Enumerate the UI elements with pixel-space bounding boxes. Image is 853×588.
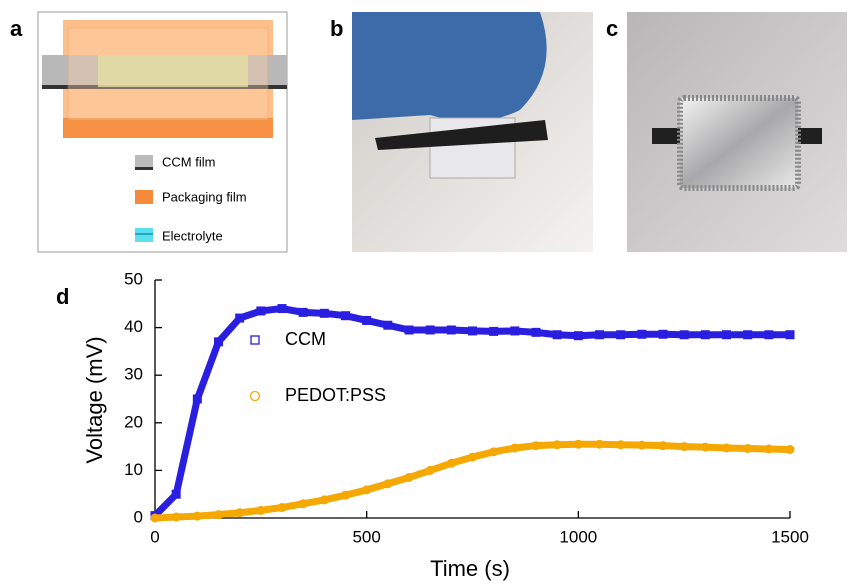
point <box>447 459 455 467</box>
series-line <box>155 309 790 516</box>
point <box>236 314 244 322</box>
panel-label: b <box>330 16 343 41</box>
y-tick-label: 30 <box>124 365 143 384</box>
point <box>215 511 223 519</box>
y-tick-label: 10 <box>124 460 143 479</box>
x-axis-title: Time (s) <box>430 556 510 581</box>
point <box>299 500 307 508</box>
point <box>193 512 201 520</box>
panel-label: c <box>606 16 618 41</box>
point <box>320 309 328 317</box>
point <box>511 327 519 335</box>
point <box>574 440 582 448</box>
legend-label: CCM <box>285 329 326 349</box>
point <box>215 338 223 346</box>
point <box>490 448 498 456</box>
point <box>384 480 392 488</box>
point <box>786 445 794 453</box>
x-tick-label: 500 <box>352 527 380 546</box>
point <box>384 321 392 329</box>
point <box>786 331 794 339</box>
point <box>257 307 265 315</box>
point <box>596 331 604 339</box>
point <box>680 443 688 451</box>
point <box>490 327 498 335</box>
point <box>617 441 625 449</box>
point <box>151 514 159 522</box>
point <box>723 444 731 452</box>
point <box>659 442 667 450</box>
x-tick-label: 1500 <box>771 527 809 546</box>
point <box>469 327 477 335</box>
point <box>172 490 180 498</box>
point <box>723 331 731 339</box>
point <box>701 443 709 451</box>
legend-marker <box>251 336 259 344</box>
point <box>193 395 201 403</box>
photo <box>627 12 847 252</box>
point <box>236 509 244 517</box>
figure: a CCM film Packaging film Electrolyte b … <box>0 0 853 583</box>
point <box>744 445 752 453</box>
point <box>617 331 625 339</box>
point <box>299 308 307 316</box>
point <box>532 442 540 450</box>
point <box>596 440 604 448</box>
point <box>320 496 328 504</box>
point <box>765 331 773 339</box>
point <box>659 330 667 338</box>
point <box>405 474 413 482</box>
photo <box>352 12 593 252</box>
legend-marker <box>251 392 260 401</box>
point <box>257 506 265 514</box>
y-tick-label: 0 <box>134 507 143 526</box>
x-tick-label: 0 <box>150 527 159 546</box>
point <box>638 330 646 338</box>
point <box>744 331 752 339</box>
point <box>363 316 371 324</box>
y-tick-label: 40 <box>124 317 143 336</box>
point <box>405 326 413 334</box>
panel-label: a <box>10 16 23 41</box>
point <box>553 441 561 449</box>
legend-text: Packaging film <box>162 189 247 204</box>
point <box>638 441 646 449</box>
point <box>447 326 455 334</box>
legend-text: CCM film <box>162 154 215 169</box>
point <box>680 331 688 339</box>
panel-label: d <box>56 284 69 309</box>
point <box>278 305 286 313</box>
point <box>342 312 350 320</box>
legend-label: PEDOT:PSS <box>285 385 386 405</box>
point <box>574 332 582 340</box>
point <box>426 466 434 474</box>
y-tick-label: 50 <box>124 269 143 288</box>
point <box>765 445 773 453</box>
y-tick-label: 20 <box>124 412 143 431</box>
point <box>278 504 286 512</box>
point <box>511 444 519 452</box>
point <box>553 331 561 339</box>
y-axis-title: Voltage (mV) <box>82 336 107 463</box>
point <box>363 486 371 494</box>
x-tick-label: 1000 <box>559 527 597 546</box>
point <box>701 331 709 339</box>
point <box>172 513 180 521</box>
point <box>426 326 434 334</box>
point <box>469 453 477 461</box>
legend-text: Electrolyte <box>162 228 223 243</box>
point <box>532 328 540 336</box>
point <box>342 491 350 499</box>
